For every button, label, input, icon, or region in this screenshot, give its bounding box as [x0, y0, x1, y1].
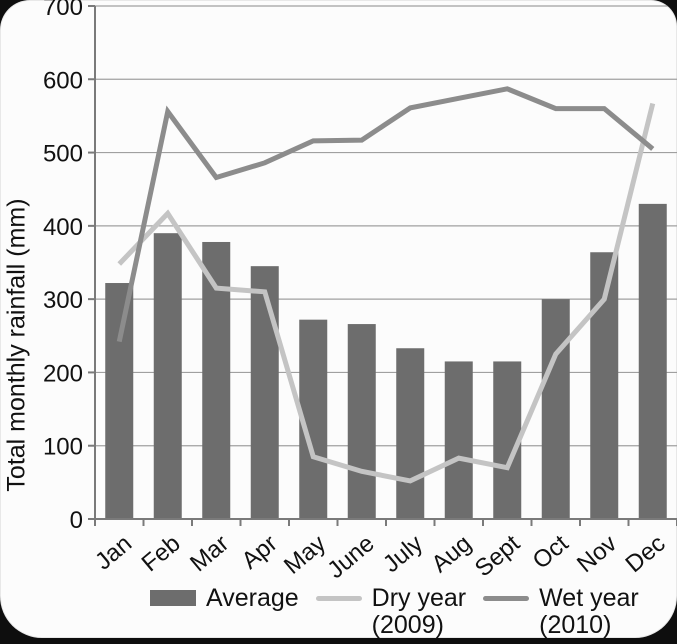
y-tick-600: 600: [43, 67, 83, 94]
y-tick-0: 0: [70, 507, 83, 534]
bar-apr: [250, 266, 279, 519]
bar-jan: [105, 283, 134, 519]
x-label-july: July: [378, 530, 428, 578]
bar-july: [396, 348, 425, 519]
legend-item-wet-year: Wet year (2010): [483, 585, 639, 638]
y-tick-300: 300: [43, 287, 83, 314]
legend-swatch-wet-year-icon: [483, 596, 530, 601]
legend-swatch-average-icon: [150, 590, 196, 606]
x-label-aug: Aug: [427, 530, 477, 578]
legend-label-wet-year: Wet year (2010): [539, 584, 639, 639]
x-label-june: June: [322, 530, 379, 580]
legend-item-average: Average: [150, 585, 299, 612]
bar-aug: [444, 361, 473, 519]
x-label-dec: Dec: [621, 530, 671, 578]
legend-label-average-text: Average: [206, 584, 299, 612]
bar-june: [347, 324, 376, 519]
y-tick-200: 200: [43, 360, 83, 387]
x-label-jan: Jan: [90, 530, 137, 576]
legend-label-wet-year-text: Wet year: [539, 584, 639, 612]
legend-item-dry-year: Dry year (2009): [315, 584, 467, 639]
y-tick-100: 100: [43, 434, 83, 461]
bar-oct: [541, 299, 570, 519]
legend-swatch-dry-year-icon: [315, 596, 362, 601]
axes: [88, 5, 677, 526]
gridlines: [95, 5, 677, 447]
y-tick-500: 500: [43, 141, 83, 168]
bar-series-average: [105, 203, 667, 520]
x-label-nov: Nov: [572, 530, 622, 578]
x-label-may: May: [279, 530, 331, 580]
x-label-sept: Sept: [470, 530, 525, 580]
x-label-feb: Feb: [137, 530, 186, 577]
bar-feb: [153, 233, 182, 519]
legend-label-dry-year: Dry year (2009): [371, 584, 467, 639]
line-dry-year-2009: [117, 102, 656, 484]
bar-mar: [202, 241, 231, 520]
y-tick-labels: 0 100 200 300 400 500 600 700: [43, 0, 83, 534]
chart-plot: 0 100 200 300 400 500 600 700 Jan Feb Mar AprMayJun…: [43, 0, 677, 580]
x-label-oct: Oct: [528, 530, 574, 575]
line-series: [116, 86, 655, 343]
legend: Average Dry year (2009) Wet year (2010): [150, 585, 639, 638]
legend-label-dry-year-text: Dry year: [371, 584, 467, 612]
bar-dec: [638, 203, 667, 519]
x-label-mar: Mar: [185, 530, 234, 577]
x-label-apr: Apr: [237, 530, 283, 575]
y-tick-700: 700: [43, 0, 83, 21]
legend-sublabel-dry-year-text: (2009): [371, 611, 444, 639]
line-wet-year-2010: [116, 86, 655, 343]
y-tick-400: 400: [43, 214, 83, 241]
legend-sublabel-wet-year-text: (2010): [539, 611, 612, 639]
y-axis-title: Total monthly rainfall (mm): [2, 198, 31, 492]
line-series: [117, 102, 656, 484]
legend-label-average: Average: [206, 585, 299, 612]
